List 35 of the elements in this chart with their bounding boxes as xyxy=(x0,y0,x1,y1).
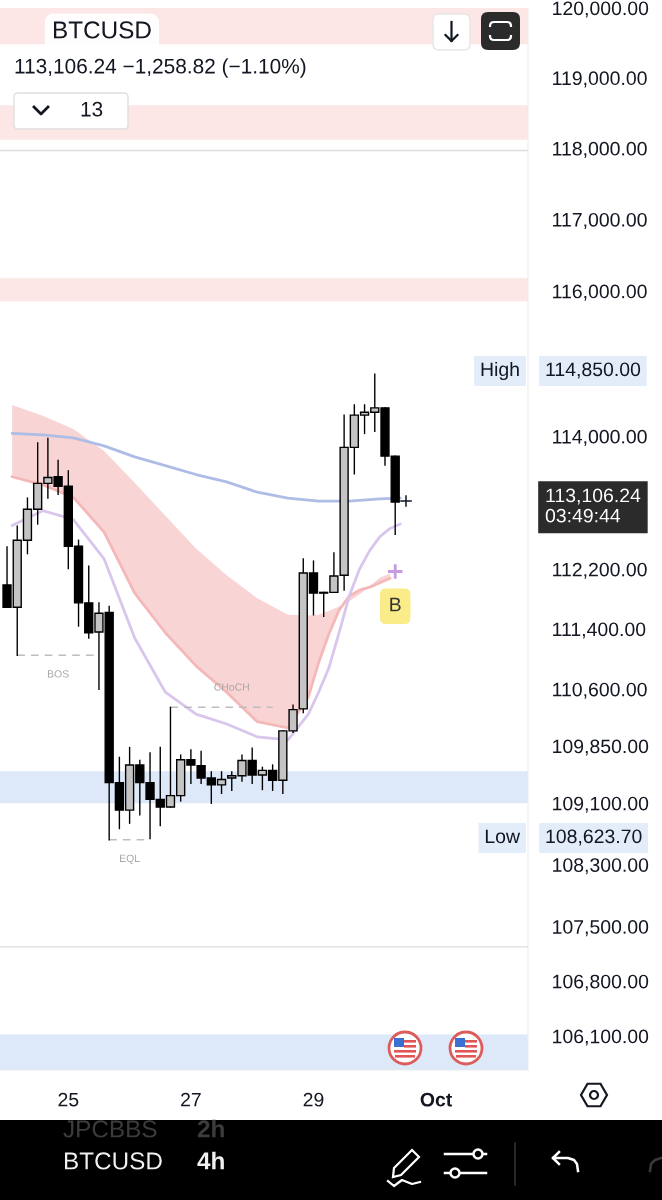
annotation: CHoCH xyxy=(214,683,249,691)
y-tick-label: 109,850.00 xyxy=(553,739,649,756)
x-tick-label: 27 xyxy=(181,1092,201,1107)
annotation: EQL xyxy=(120,854,140,864)
text: 114,850.00 xyxy=(546,362,641,379)
y-tick-label: 120,000.00 xyxy=(553,1,649,18)
text: 108,623.70 xyxy=(546,829,642,846)
text: 113,106.24 03:49:44 xyxy=(545,488,641,523)
annotation: BOS xyxy=(47,670,69,678)
y-tick-label: 117,000.00 xyxy=(553,212,647,229)
x-tick-label: 25 xyxy=(58,1092,79,1107)
text: JPCBBS xyxy=(63,1120,157,1138)
annotation: High xyxy=(481,361,519,381)
x-tick-label: Oct xyxy=(420,1092,453,1107)
annotation: Low xyxy=(485,829,521,844)
y-tick-label: 106,800.00 xyxy=(553,974,649,991)
y-tick-label: 110,600.00 xyxy=(553,682,647,699)
y-tick-label: 119,000.00 xyxy=(553,71,647,88)
y-tick-label: 112,200.00 xyxy=(553,562,647,579)
text: 4h xyxy=(197,1151,224,1170)
x-tick-label: 29 xyxy=(303,1092,324,1107)
text: 2h xyxy=(197,1119,224,1138)
y-tick-label: 118,000.00 xyxy=(553,141,647,158)
y-tick-label: 108,300.00 xyxy=(553,858,649,875)
y-tick-label: 114,000.00 xyxy=(553,429,647,446)
y-tick-label: 111,400.00 xyxy=(553,622,646,639)
y-tick-label: 107,500.00 xyxy=(553,920,649,937)
text: 113,106.24 −1,258.82 (−1.10%) xyxy=(15,58,306,78)
annotation: 13 xyxy=(81,101,103,117)
y-tick-label: 109,100.00 xyxy=(553,796,649,813)
y-tick-label: 116,000.00 xyxy=(553,284,647,301)
text: BTCUSD xyxy=(64,1152,162,1170)
annotation: B xyxy=(390,597,401,612)
y-tick-label: 106,100.00 xyxy=(553,1029,649,1046)
chart-title: BTCUSD xyxy=(53,21,151,39)
